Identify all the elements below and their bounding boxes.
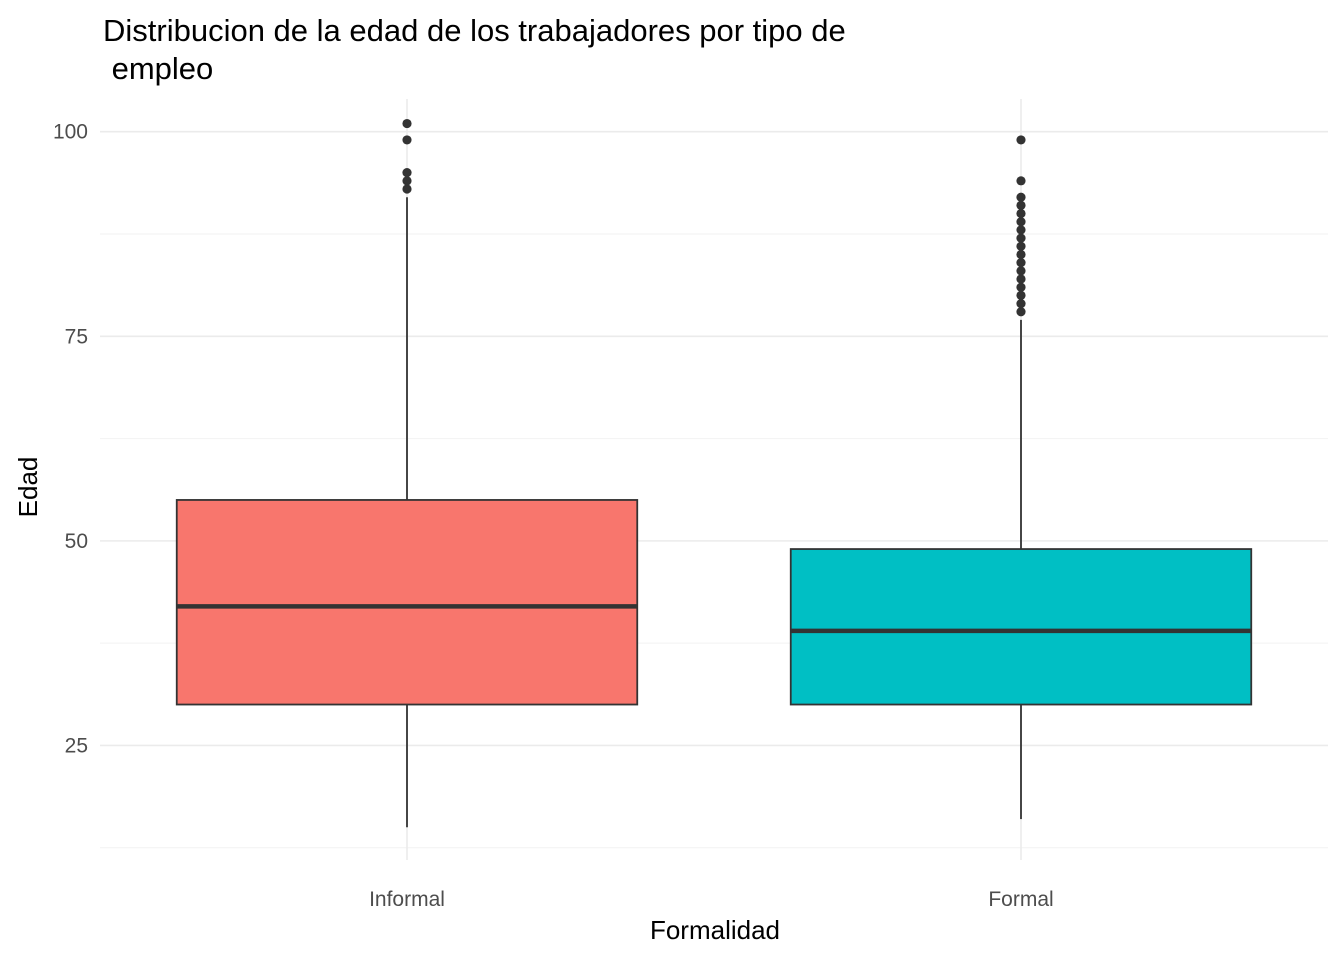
outlier-point-1-15	[1016, 176, 1026, 186]
outlier-point-0-1	[402, 176, 412, 186]
y-axis-title: Edad	[13, 457, 43, 518]
chart-title-line-1: Distribucion de la edad de los trabajado…	[103, 13, 846, 48]
chart-title-line-2: empleo	[103, 51, 213, 86]
box-iqr-0	[175, 499, 639, 706]
box-group-1	[789, 135, 1253, 820]
outlier-point-1-10	[1016, 225, 1026, 235]
outlier-point-1-12	[1016, 208, 1026, 219]
outlier-point-1-16	[1016, 135, 1026, 145]
outlier-point-0-4	[402, 118, 412, 129]
box-group-0	[175, 118, 639, 828]
x-axis-title: Formalidad	[650, 915, 780, 945]
boxes	[175, 118, 1253, 828]
outlier-point-0-2	[402, 168, 412, 178]
x-tick-label-1: Formal	[988, 888, 1053, 911]
outlier-point-1-3	[1016, 282, 1026, 292]
outlier-point-1-13	[1016, 200, 1026, 210]
outlier-point-1-4	[1016, 274, 1026, 284]
outlier-point-1-11	[1016, 217, 1026, 227]
y-tick-label-0: 25	[65, 734, 88, 757]
outlier-point-0-3	[402, 135, 412, 145]
outlier-point-1-2	[1016, 290, 1026, 300]
outlier-point-0-0	[402, 184, 412, 194]
outlier-point-1-14	[1016, 192, 1026, 202]
grid	[100, 99, 1328, 860]
box-iqr-1	[789, 548, 1253, 706]
y-tick-label-3: 100	[53, 121, 88, 144]
outlier-point-1-9	[1016, 233, 1026, 243]
outlier-point-1-7	[1016, 249, 1026, 260]
y-tick-label-2: 75	[65, 325, 88, 348]
axis-ticks: 25 50 75 100 Informal Formal	[53, 121, 1054, 911]
outlier-point-1-1	[1016, 298, 1026, 309]
outlier-point-1-0	[1016, 307, 1026, 317]
outlier-point-1-8	[1016, 241, 1026, 251]
outlier-point-1-5	[1016, 266, 1026, 276]
outlier-point-1-6	[1016, 258, 1026, 268]
y-tick-label-1: 50	[65, 530, 88, 553]
x-tick-label-0: Informal	[369, 888, 445, 911]
